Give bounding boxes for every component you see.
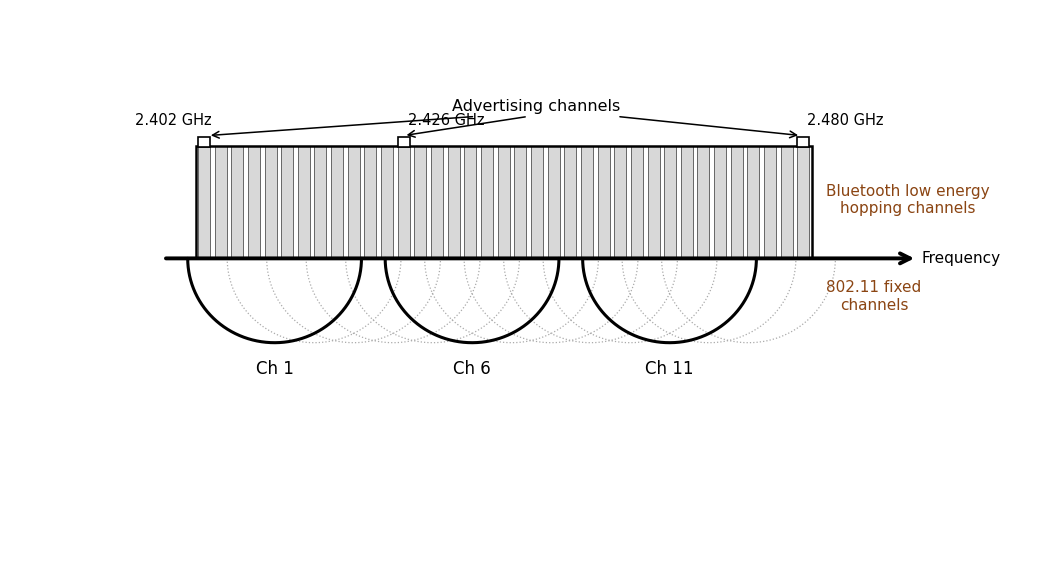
Bar — [731, 146, 743, 258]
Bar — [198, 137, 210, 147]
Bar — [332, 146, 343, 258]
Bar — [548, 146, 560, 258]
Bar — [196, 146, 812, 258]
Bar — [764, 146, 776, 258]
Bar — [581, 146, 593, 258]
Text: Ch 1: Ch 1 — [255, 360, 294, 378]
Bar — [347, 146, 360, 258]
Bar — [664, 146, 676, 258]
Bar — [481, 146, 493, 258]
Bar — [797, 146, 810, 258]
Text: 2.426 GHz: 2.426 GHz — [408, 113, 484, 128]
Text: Bluetooth low energy
hopping channels: Bluetooth low energy hopping channels — [826, 184, 990, 216]
Bar — [597, 146, 610, 258]
Bar — [681, 146, 692, 258]
Bar — [614, 146, 627, 258]
Text: 2.402 GHz: 2.402 GHz — [135, 113, 211, 128]
Bar — [797, 137, 810, 147]
Bar — [248, 146, 259, 258]
Bar — [397, 137, 410, 147]
Text: 802.11 fixed
channels: 802.11 fixed channels — [826, 280, 922, 312]
Bar — [315, 146, 326, 258]
Text: 2.480 GHz: 2.480 GHz — [808, 113, 884, 128]
Bar — [298, 146, 310, 258]
Bar — [414, 146, 427, 258]
Bar — [431, 146, 444, 258]
Bar — [564, 146, 576, 258]
Bar — [198, 146, 210, 258]
Text: Frequency: Frequency — [922, 251, 1000, 266]
Bar — [231, 146, 244, 258]
Bar — [464, 146, 476, 258]
Bar — [381, 146, 393, 258]
Bar — [397, 146, 410, 258]
Bar — [265, 146, 276, 258]
Bar — [281, 146, 293, 258]
Bar — [780, 146, 793, 258]
Bar — [531, 146, 543, 258]
Text: Advertising channels: Advertising channels — [452, 99, 620, 114]
Bar — [698, 146, 709, 258]
Bar — [448, 146, 459, 258]
Bar — [647, 146, 660, 258]
Bar — [515, 146, 526, 258]
Bar — [214, 146, 227, 258]
Bar — [631, 146, 643, 258]
Bar — [498, 146, 509, 258]
Bar — [714, 146, 726, 258]
Bar — [364, 146, 377, 258]
Text: Ch 6: Ch 6 — [453, 360, 491, 378]
Bar — [748, 146, 759, 258]
Text: Ch 11: Ch 11 — [645, 360, 693, 378]
